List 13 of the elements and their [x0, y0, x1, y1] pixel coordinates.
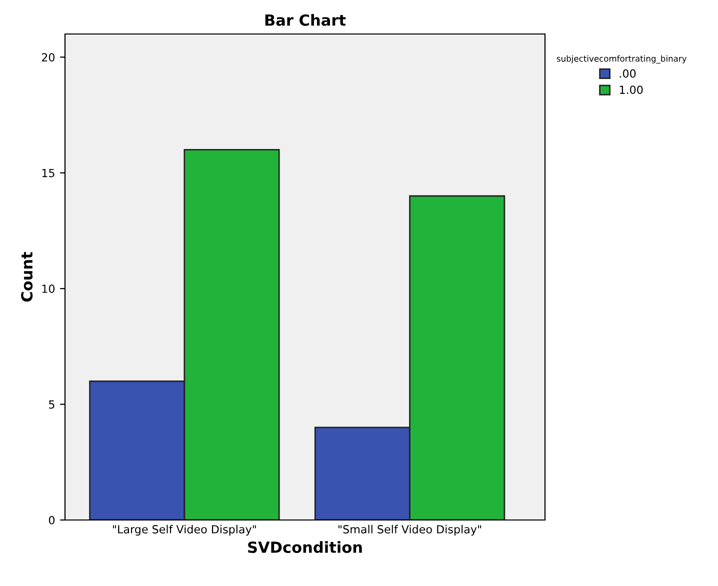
- y-tick-label: 5: [49, 400, 54, 409]
- y-axis-title: Count: [21, 252, 33, 302]
- x-tick-label: "Large Self Video Display": [112, 524, 256, 536]
- y-tick-label: 0: [48, 516, 55, 524]
- x-tick-label: "Small Self Video Display": [338, 524, 482, 536]
- y-tick-label: 10: [42, 284, 55, 293]
- chart-title: Bar Chart: [265, 14, 346, 26]
- legend-label: .00: [620, 69, 636, 78]
- y-tick-label: 20: [42, 53, 55, 62]
- legend-title: subjectivecomfortrating_binary: [556, 55, 687, 64]
- x-axis-title: SVDcondition: [248, 541, 362, 553]
- y-tick-label: 15: [42, 168, 54, 178]
- legend-label: 1.00: [620, 86, 643, 94]
